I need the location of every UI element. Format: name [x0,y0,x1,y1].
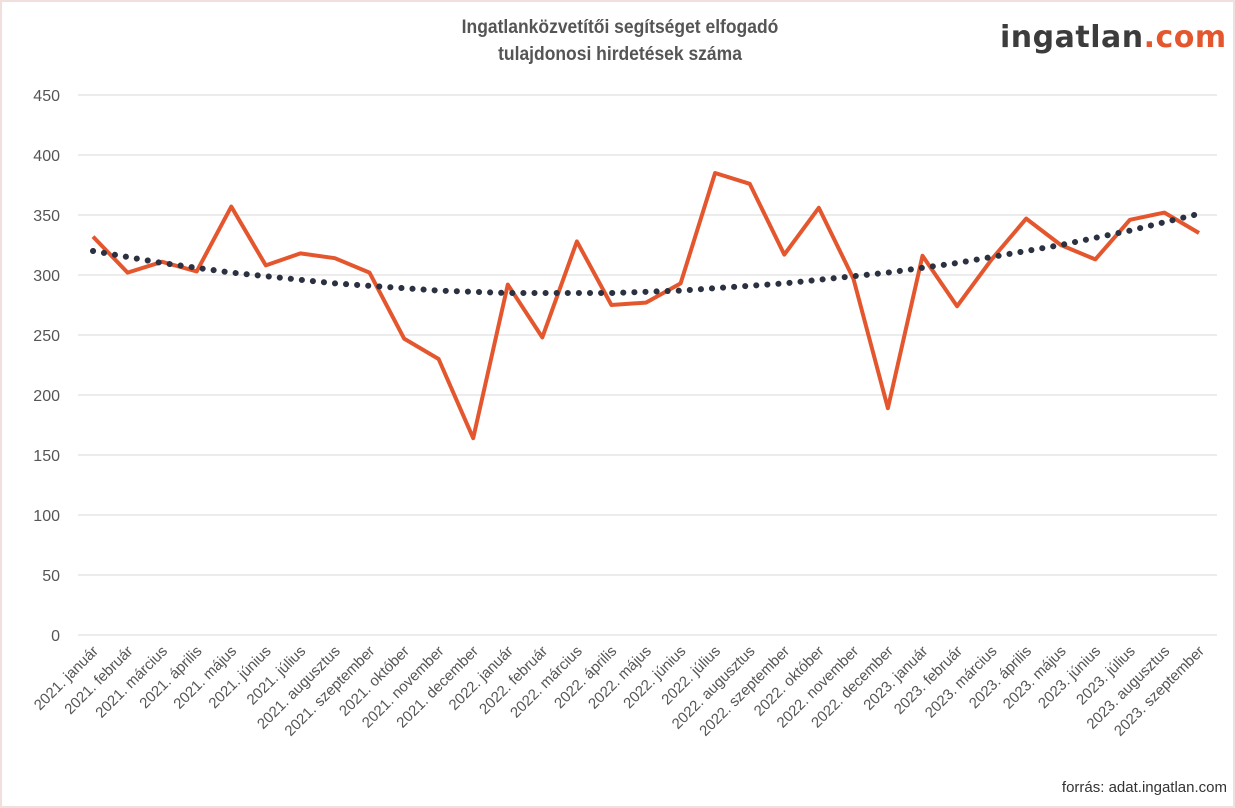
chart-title: Ingatlanközvetítői segítséget elfogadó t… [353,14,887,68]
series-line [91,171,1201,441]
y-tick-label: 400 [33,148,60,165]
y-axis-ticks: 0 50 100 150 200 250 300 350 400 450 [33,88,60,645]
logo-domain: .com [1143,20,1227,55]
y-tick-label: 0 [51,628,60,645]
chart-title-line-1: Ingatlanközvetítői segítséget elfogadó [461,17,779,38]
y-tick-label: 50 [42,568,60,585]
series-group [90,171,1202,441]
y-tick-label: 150 [33,448,60,465]
y-tick-label: 100 [33,508,60,525]
y-tick-label: 300 [33,268,60,285]
gridlines [78,94,1217,636]
y-tick-label: 250 [33,328,60,345]
y-tick-label: 350 [33,208,60,225]
y-tick-label: 450 [33,88,60,105]
source-note: forrás: adat.ingatlan.com [1061,779,1227,796]
ingatlan-logo: ingatlan.com [1000,20,1227,55]
logo-name: ingatlan [1000,20,1144,55]
y-tick-label: 200 [33,388,60,405]
chart-title-line-2: tulajdonosi hirdetések száma [498,44,742,65]
